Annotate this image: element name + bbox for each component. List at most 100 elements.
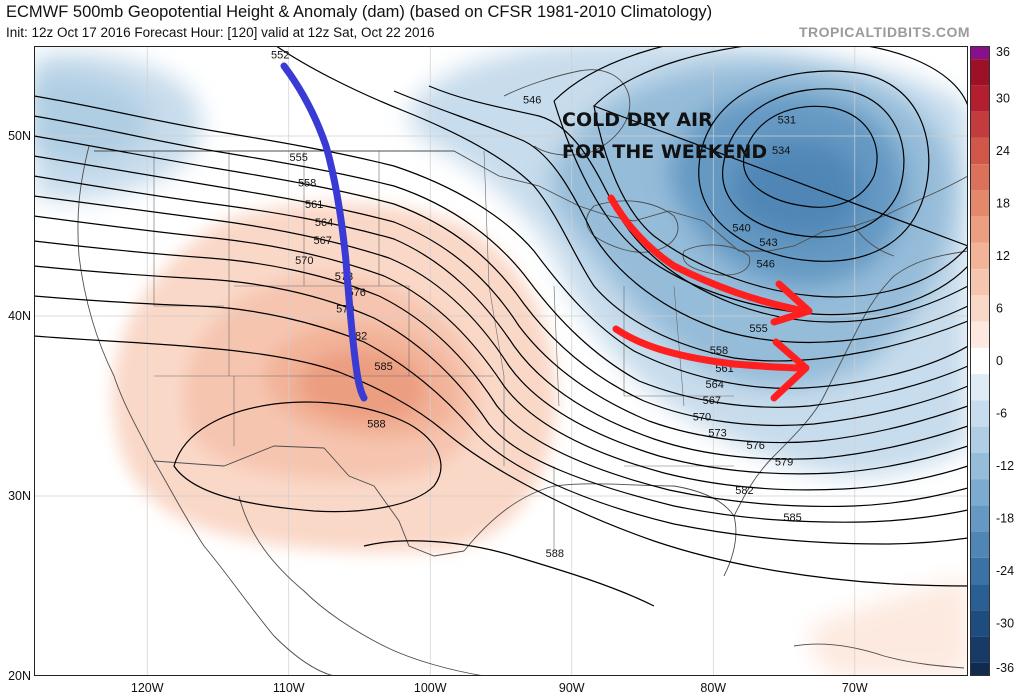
contour-label: 543: [759, 237, 777, 249]
colorbar-swatch: [970, 59, 990, 86]
contour-label: 534: [772, 145, 790, 157]
contour-label: 588: [367, 419, 385, 431]
annotation-line-2: FOR THE WEEKEND: [562, 141, 767, 163]
contour-543: [553, 46, 968, 316]
header: ECMWF 500mb Geopotential Height & Anomal…: [0, 0, 1024, 46]
colorbar-swatch: [970, 216, 990, 243]
colorbar-swatch: [970, 111, 990, 138]
map-title: ECMWF 500mb Geopotential Height & Anomal…: [6, 3, 713, 21]
contour-label: 555: [749, 323, 767, 335]
contour-534: [722, 88, 905, 238]
colorbar-swatch: [970, 137, 990, 165]
colorbar-swatch: [970, 164, 990, 191]
contour-537: [698, 70, 930, 262]
colorbar-label: -12: [996, 459, 1014, 473]
contour-540: [593, 46, 968, 298]
contour-label: 561: [305, 199, 323, 211]
longitude-label: 80W: [700, 681, 726, 695]
colorbar-swatch: [970, 321, 990, 348]
colorbar-label: 24: [996, 144, 1010, 158]
colorbar-swatch: [970, 295, 990, 322]
cuba-bahamas: [793, 643, 965, 669]
contour-570: [34, 195, 968, 475]
contour-label: 546: [756, 258, 774, 270]
colorbar-label: -30: [996, 617, 1014, 631]
red-arrow-south: [612, 325, 810, 402]
contour-label: 576: [747, 440, 765, 452]
colorbar-swatches: [970, 46, 990, 676]
latitude-axis: 20N 30N 40N 50N: [8, 129, 31, 683]
contour-561: [34, 135, 968, 427]
anomaly-shading: [34, 46, 968, 676]
anomaly-negative-core: [732, 141, 863, 238]
contour-label: 540: [732, 222, 750, 234]
map-frame: [34, 46, 968, 676]
contour-label: 567: [314, 235, 332, 247]
gulf-coast: [463, 250, 968, 577]
contour-573: [34, 215, 968, 491]
contour-label: 558: [710, 345, 728, 357]
colorbar-labels: 36 30 24 18 12 6 0 -6 -12 -18 -24 -30 -36: [996, 45, 1014, 675]
colorbar-label: -24: [996, 564, 1014, 578]
contour-558: [34, 115, 968, 408]
longitude-labels: 120W 110W 100W 90W 80W 70W: [131, 681, 868, 695]
colorbar-swatch: [970, 85, 990, 112]
contour-label: 585: [374, 361, 392, 373]
colorbar-swatch: [970, 610, 990, 637]
contour-label: 582: [735, 485, 753, 497]
contour-label: 564: [315, 217, 333, 229]
colorbar-swatch: [970, 479, 990, 506]
anomaly-negative-west-inner: [34, 74, 149, 162]
contour-585: [34, 335, 968, 587]
longitude-label: 70W: [842, 681, 868, 695]
contour-label: 585: [783, 512, 801, 524]
contour-label: 558: [298, 177, 316, 189]
contour-label: 573: [708, 428, 726, 440]
colorbar-swatch: [970, 584, 990, 611]
contour-588-southwest: [173, 401, 442, 513]
colorbar-swatch: [970, 505, 990, 532]
colorbar-swatch: [970, 531, 990, 558]
colorbar-swatch: [970, 557, 990, 585]
contour-label: 531: [778, 114, 796, 126]
colorbar-label: 36: [996, 45, 1010, 59]
annotation-line-1: COLD DRY AIR: [562, 109, 713, 131]
colorbar-swatch: [970, 242, 990, 270]
latitude-label: 30N: [8, 489, 31, 503]
colorbar-label: 6: [996, 302, 1003, 316]
colorbar-label: 18: [996, 197, 1010, 211]
contour-576: [34, 240, 968, 508]
latitude-labels: 20N 30N 40N 50N: [8, 129, 31, 683]
contour-549: [393, 90, 968, 344]
contour-label: 546: [523, 95, 541, 107]
red-arrow-north: [607, 194, 813, 326]
colorbar-label: -18: [996, 512, 1014, 526]
contour-588-gulf: [363, 540, 655, 607]
contour-579: [34, 265, 968, 523]
colorbar-swatch: [970, 636, 990, 663]
contour-label: 579: [775, 456, 793, 468]
colorbar-label: 0: [996, 354, 1003, 368]
contour-564: [34, 155, 968, 444]
contour-label: 552: [271, 50, 289, 62]
contour-531: [743, 105, 878, 208]
contour-555: [34, 95, 968, 389]
colorbar-label: 30: [996, 92, 1010, 106]
colorbar-label: -36: [996, 661, 1014, 675]
maritime-coast: [853, 175, 968, 257]
contour-label: 588: [546, 548, 564, 560]
colorbar-swatch: [970, 374, 990, 401]
contour-label: 564: [706, 379, 724, 391]
latitude-label: 20N: [8, 669, 31, 683]
colorbar-swatch: [970, 46, 990, 60]
contour-label: 570: [295, 255, 313, 267]
colorbar-swatch: [970, 452, 990, 480]
longitude-label: 120W: [131, 681, 164, 695]
latitude-label: 40N: [8, 309, 31, 323]
contour-567: [34, 175, 968, 460]
latitude-label: 50N: [8, 129, 31, 143]
height-contours: [34, 46, 968, 607]
west-coast: [77, 145, 155, 462]
